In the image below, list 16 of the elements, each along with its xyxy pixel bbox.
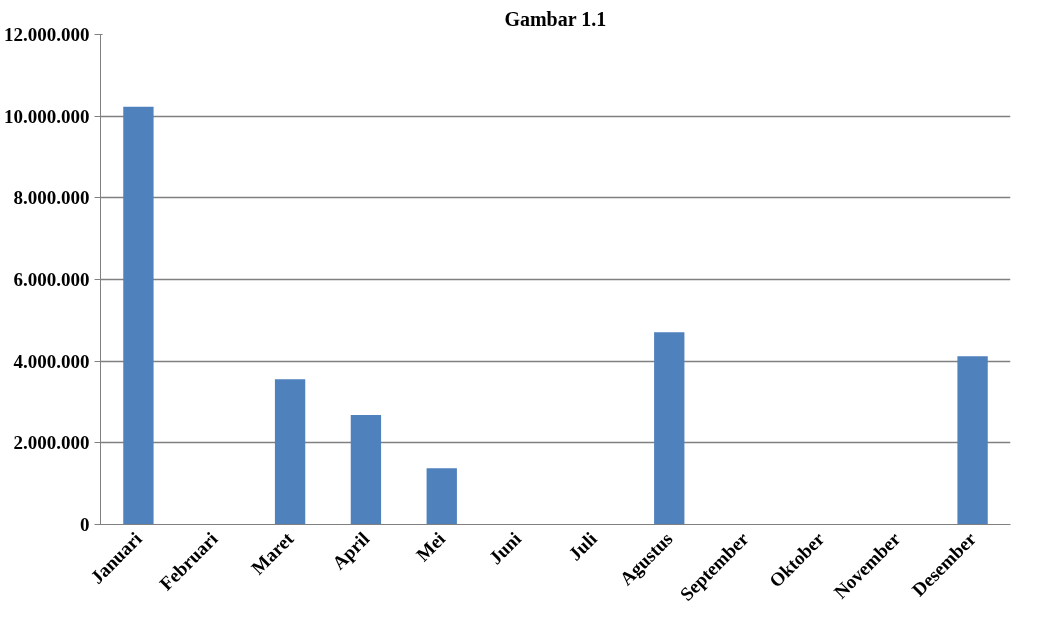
y-tick-label: 12.000.000 [4, 24, 90, 45]
bar [426, 468, 457, 525]
y-tick-label: 10.000.000 [4, 105, 90, 127]
bar [274, 379, 306, 525]
y-tick-label: 6.000.000 [13, 269, 90, 290]
y-tick-label: 0 [80, 514, 90, 535]
bar [654, 332, 685, 525]
y-tick-label: 4.000.000 [13, 350, 90, 372]
y-tick-label: 2.000.000 [13, 432, 90, 454]
x-tick-label: Mei [411, 528, 450, 566]
chart-title: Gambar 1.1 [504, 7, 607, 30]
x-tick-label: Juli [564, 528, 601, 565]
bar [350, 415, 382, 525]
bar [123, 106, 154, 525]
bar [957, 356, 988, 525]
y-tick-label: 8.000.000 [13, 187, 90, 209]
